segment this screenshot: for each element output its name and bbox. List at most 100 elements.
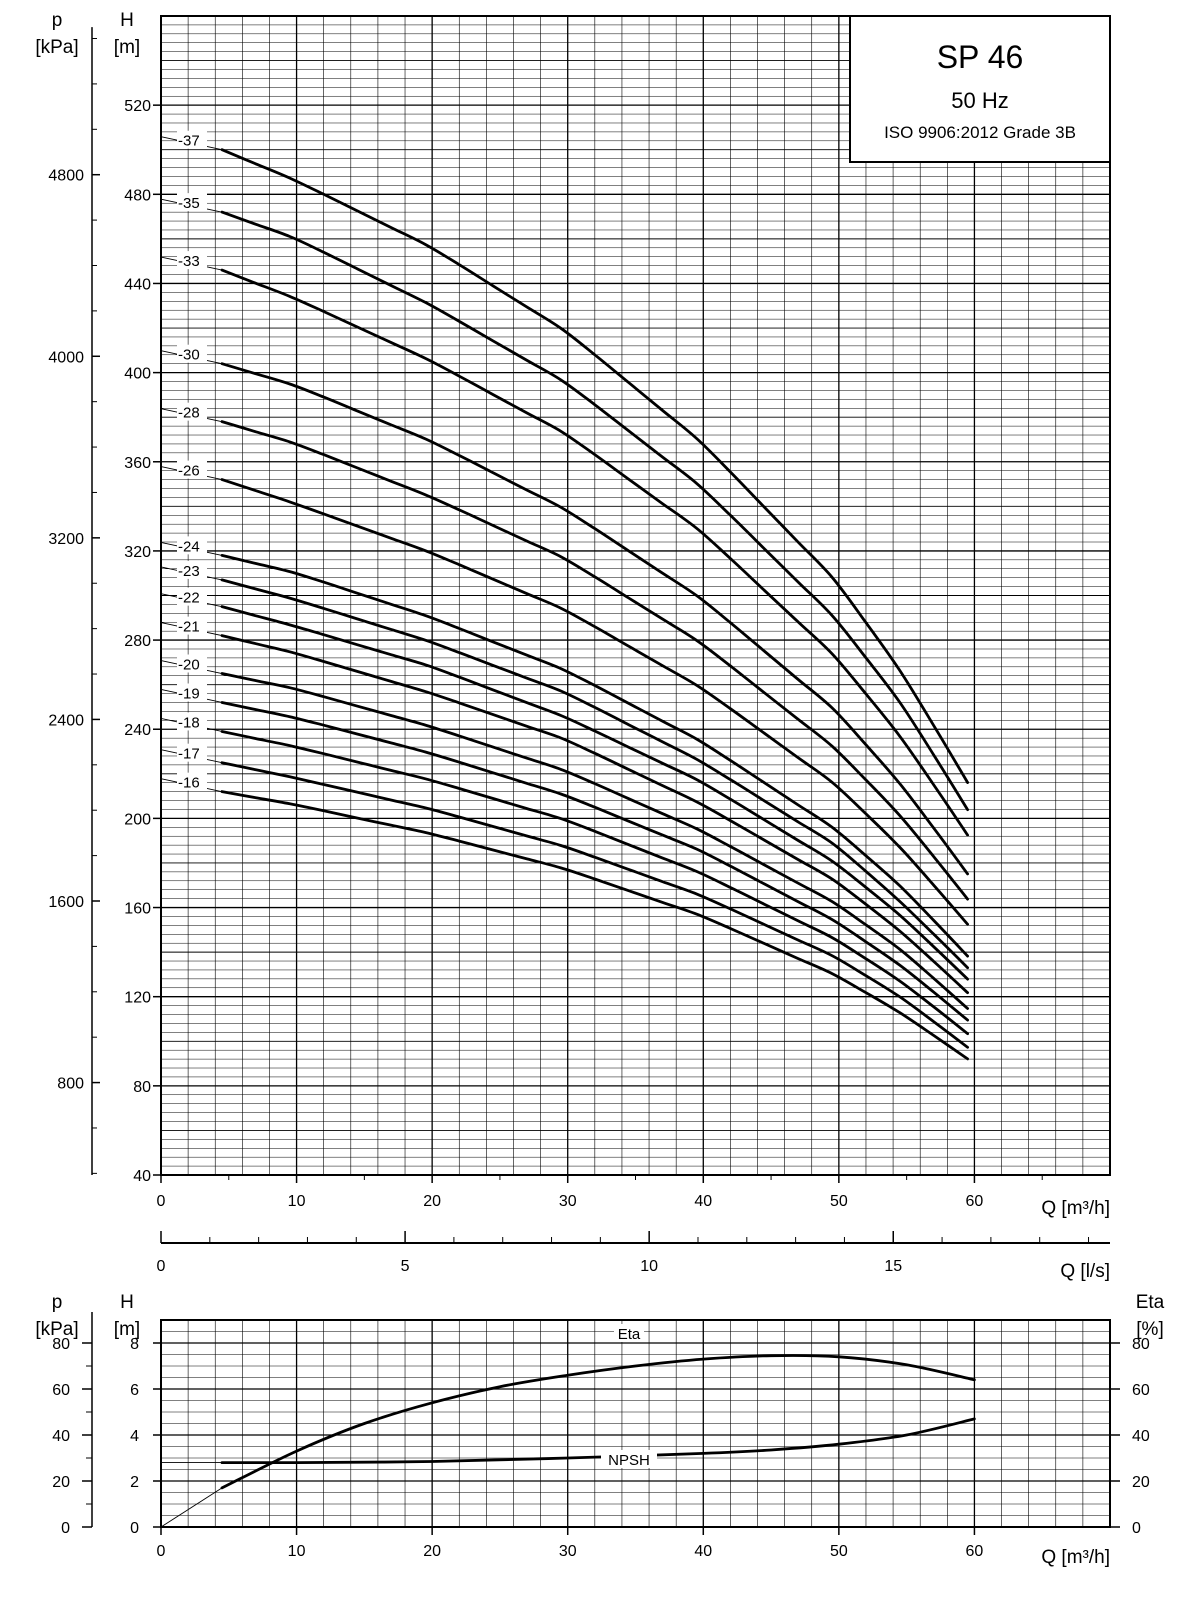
p-tick-label: 0	[61, 1520, 70, 1537]
head-curve	[220, 701, 969, 1022]
eta-curve	[220, 1354, 976, 1490]
head-curve	[220, 362, 969, 876]
eta-tick-label: 80	[1132, 1336, 1150, 1353]
head-curve	[220, 634, 969, 995]
curve-label: -23	[178, 563, 200, 580]
flow-tick-label: 50	[830, 1543, 848, 1560]
curve-label: -33	[178, 253, 200, 270]
head-tick-label: 440	[124, 276, 151, 293]
npsh-curve-label: NPSH	[608, 1452, 650, 1469]
eta-tick-label: 60	[1132, 1382, 1150, 1399]
curve-label-background	[177, 560, 207, 579]
curve-label: -24	[178, 538, 200, 555]
curve-label-background	[177, 712, 207, 731]
head-tick-label: 120	[124, 990, 151, 1007]
flow-tick-label: 60	[966, 1543, 984, 1560]
head-tick-label: 40	[133, 1168, 151, 1185]
head-tick-label: 480	[124, 187, 151, 204]
pressure-axis-unit: [kPa]	[35, 37, 78, 58]
curve-label-background	[177, 193, 207, 212]
curve-label: -20	[178, 657, 200, 674]
curve-label-background	[177, 587, 207, 606]
curve-label-background	[177, 536, 207, 555]
eta-axis-quantity: Eta	[1136, 1292, 1165, 1313]
flow-tick-label: 40	[694, 1543, 712, 1560]
pressure-tick-label: 4800	[48, 168, 84, 185]
eta-label-background	[614, 1324, 644, 1342]
eta-tick-label: 40	[1132, 1428, 1150, 1445]
curve-label: -30	[178, 347, 200, 364]
curve-label-background	[177, 616, 207, 635]
head-curve	[220, 761, 969, 1049]
pressure-tick-label: 3200	[48, 531, 84, 548]
head-curve	[220, 420, 969, 901]
curve-label-background	[177, 402, 207, 421]
flow-ls-axis: 0 5 10 15 Q [l/s]	[157, 1231, 1110, 1282]
curve-label: -19	[178, 685, 200, 702]
pressure-tick-label: 1600	[48, 894, 84, 911]
head-curve	[220, 730, 969, 1036]
head-chart-grid	[160, 15, 1111, 1176]
h-tick-label: 6	[130, 1382, 139, 1399]
eta-npsh-curves: Eta NPSH	[160, 1324, 976, 1528]
head-curve	[220, 790, 969, 1061]
eta-tick-label: 20	[1132, 1474, 1150, 1491]
curve-label: -17	[178, 746, 200, 763]
head-tick-label: 400	[124, 366, 151, 383]
pump-model-title: SP 46	[937, 39, 1024, 75]
head-chart-axes: 40 80 120 160 200 240 280 320 360 400 440 480 520 0 10…	[35, 10, 1110, 1219]
curve-label: -37	[178, 133, 200, 150]
eta-axis-unit: [%]	[1136, 1319, 1163, 1340]
ls-tick-label: 15	[884, 1258, 902, 1275]
ls-tick-label: 0	[157, 1258, 166, 1275]
flow-tick-label: 20	[423, 1193, 441, 1210]
head-tick-label: 200	[124, 811, 151, 828]
eta-npsh-chart-axes: 02468020406080020406080Eta[%]H[m]p[kPa]0…	[35, 1292, 1164, 1568]
h-axis-unit: [m]	[114, 1319, 140, 1340]
curve-label-background	[177, 251, 207, 270]
curve-label: -26	[178, 463, 200, 480]
pressure-tick-label: 2400	[48, 712, 84, 729]
flow-tick-label: 10	[288, 1193, 306, 1210]
eta-curve-label: Eta	[618, 1326, 641, 1343]
h-tick-label: 0	[130, 1520, 139, 1537]
curve-label: -22	[178, 590, 200, 607]
eta-tick-label: 0	[1132, 1520, 1141, 1537]
curve-label: -21	[178, 619, 200, 636]
curve-label-background	[177, 683, 207, 702]
head-tick-label: 240	[124, 722, 151, 739]
flow-tick-label: 0	[157, 1543, 166, 1560]
flow-tick-label: 30	[559, 1193, 577, 1210]
curve-label-background	[177, 654, 207, 673]
pressure-axis-quantity: p	[52, 10, 63, 31]
eta-npsh-chart-grid	[160, 1319, 1111, 1528]
curve-label: -18	[178, 714, 200, 731]
npsh-label-background	[601, 1450, 657, 1468]
head-curve	[220, 605, 969, 981]
h-tick-label: 4	[130, 1428, 139, 1445]
flow-tick-label: 30	[559, 1543, 577, 1560]
flow-axis-label: Q [m³/h]	[1041, 1547, 1110, 1568]
ls-axis-label: Q [l/s]	[1060, 1261, 1110, 1282]
p-tick-label: 80	[52, 1336, 70, 1353]
h-axis-quantity: H	[120, 1292, 134, 1313]
ls-tick-label: 10	[640, 1258, 658, 1275]
flow-tick-label: 50	[830, 1193, 848, 1210]
curve-label-background	[177, 130, 207, 149]
head-axis-quantity: H	[120, 10, 134, 31]
curve-label-background	[177, 460, 207, 479]
frequency-label: 50 Hz	[951, 88, 1008, 113]
head-curves: -37 -35 -33 -30 -28 -26 -24 -23 -22 -21 -20 -19 -18 -…	[160, 130, 969, 1061]
npsh-curve	[220, 1417, 976, 1465]
head-tick-label: 360	[124, 455, 151, 472]
curve-label-background	[177, 772, 207, 791]
head-axis-unit: [m]	[114, 37, 140, 58]
head-curve	[220, 554, 969, 958]
flow-tick-label: 60	[966, 1193, 984, 1210]
head-curve	[220, 478, 969, 926]
h-tick-label: 2	[130, 1474, 139, 1491]
flow-tick-label: 10	[288, 1543, 306, 1560]
curve-label: -35	[178, 195, 200, 212]
head-curve	[220, 210, 969, 812]
